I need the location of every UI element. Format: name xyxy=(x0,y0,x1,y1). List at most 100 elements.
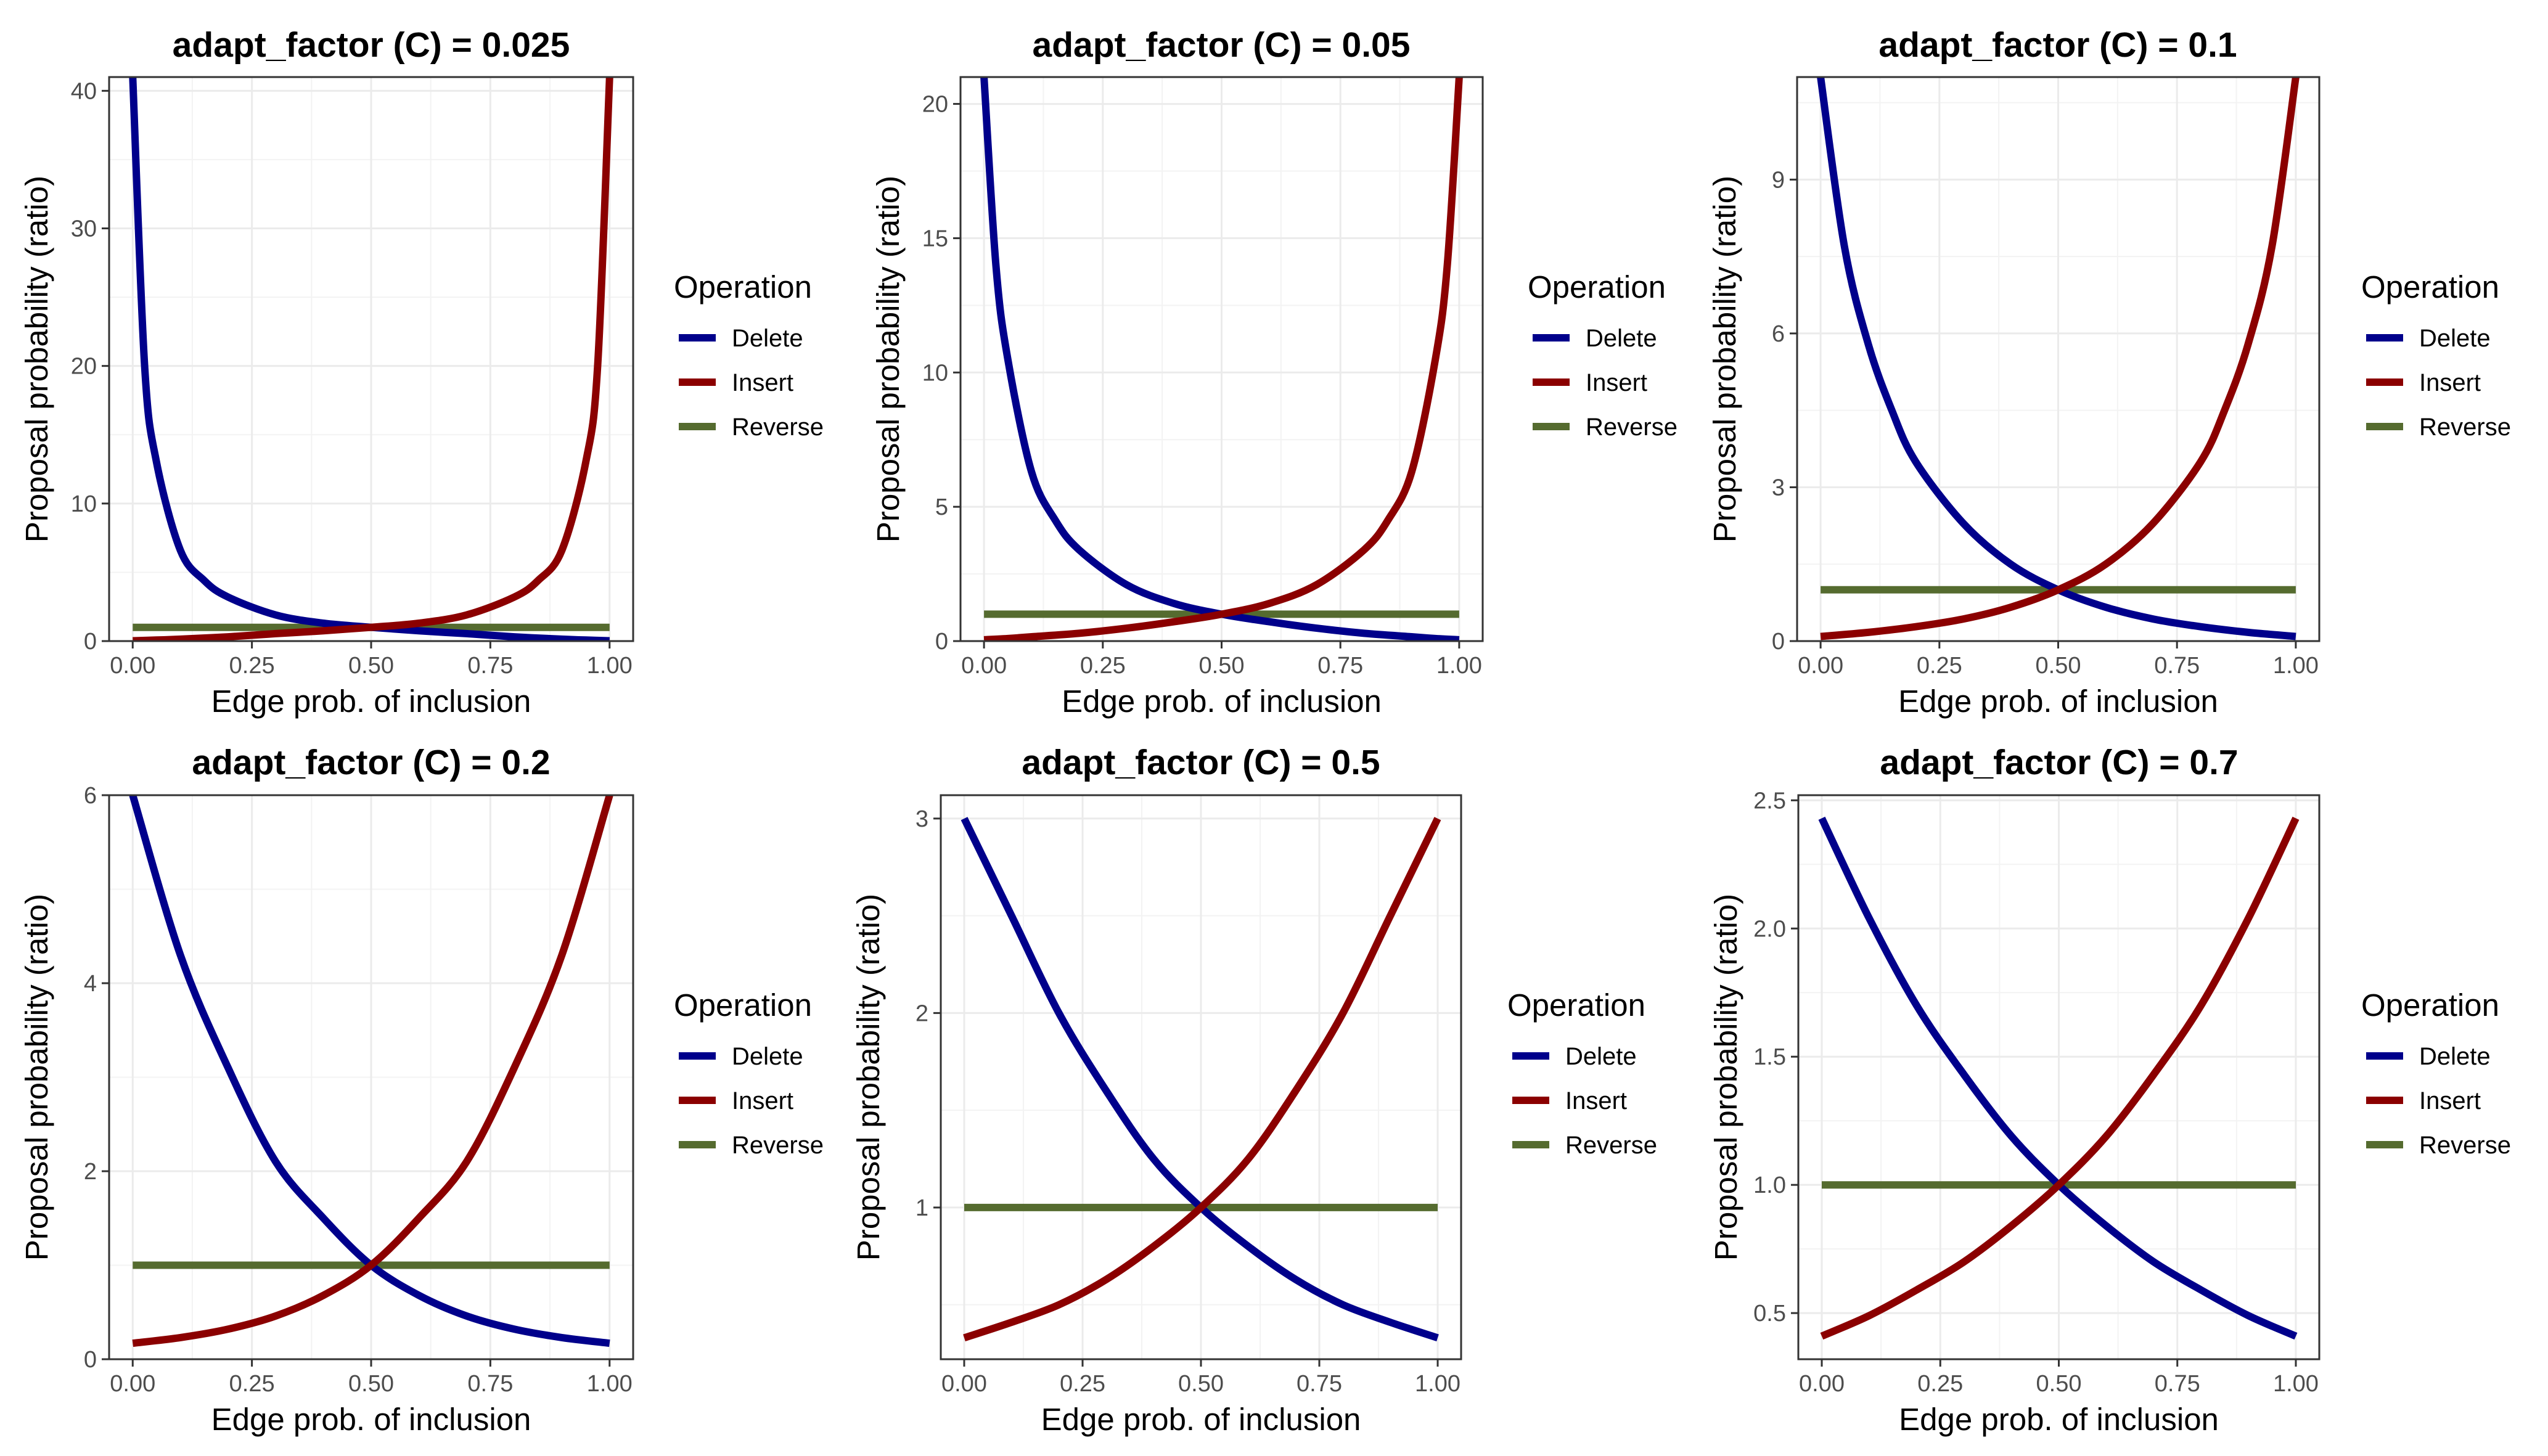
x-tick-label: 0.00 xyxy=(110,1371,155,1397)
series-line-delete xyxy=(129,795,610,1348)
x-tick-label: 1.00 xyxy=(1415,1371,1460,1397)
legend-title: Operation xyxy=(1507,988,1645,1023)
x-tick-label: 0.75 xyxy=(2155,1371,2200,1397)
legend-title: Operation xyxy=(674,988,812,1023)
panel-1: 0.00 0.25 0.50 0.75 1.00 0 10 20 30 40 adapt_facto… xyxy=(19,25,824,719)
x-tick-label: 0.50 xyxy=(1178,1371,1224,1397)
series-line-insert xyxy=(983,77,1463,641)
y-axis-title: Proposal probability (ratio) xyxy=(1708,894,1743,1261)
legend-label-delete: Delete xyxy=(2419,1043,2491,1070)
legend-label-insert: Insert xyxy=(1586,369,1647,396)
legend-label-reverse: Reverse xyxy=(732,414,824,441)
y-tick-label: 1.0 xyxy=(1753,1172,1786,1198)
y-tick-label: 3 xyxy=(1772,475,1785,501)
legend-title: Operation xyxy=(2361,269,2499,305)
chart-title: adapt_factor (C) = 0.05 xyxy=(1033,25,1411,65)
panel-4: 0.00 0.25 0.50 0.75 1.00 0 2 4 6 adapt_factor (C)… xyxy=(19,743,824,1437)
legend: Operation Delete Insert Reverse xyxy=(1507,988,1657,1159)
x-axis-title: Edge prob. of inclusion xyxy=(211,684,531,719)
legend: Operation Delete Insert Reverse xyxy=(2361,988,2511,1159)
legend-label-reverse: Reverse xyxy=(1586,414,1678,441)
series-line-insert xyxy=(132,795,613,1348)
legend: Operation Delete Insert Reverse xyxy=(674,988,824,1159)
y-tick-label: 0 xyxy=(84,1347,97,1373)
x-tick-label: 0.25 xyxy=(1917,653,1962,679)
legend: Operation Delete Insert Reverse xyxy=(674,269,824,441)
series-group xyxy=(129,795,613,1348)
legend: Operation Delete Insert Reverse xyxy=(2361,269,2511,441)
chart-title: adapt_factor (C) = 0.2 xyxy=(192,743,550,782)
chart-title: adapt_factor (C) = 0.7 xyxy=(1880,743,2238,782)
x-tick-label: 1.00 xyxy=(2273,1371,2319,1397)
x-tick-label: 0.50 xyxy=(2036,653,2081,679)
y-tick-label: 40 xyxy=(71,78,97,104)
x-tick-label: 0.50 xyxy=(348,653,394,679)
series-group xyxy=(961,817,1441,1342)
series-line-delete xyxy=(1818,816,2298,1340)
legend-label-insert: Insert xyxy=(1565,1087,1627,1114)
y-axis-title: Proposal probability (ratio) xyxy=(870,176,906,542)
x-tick-label: 0.00 xyxy=(941,1371,987,1397)
legend-label-reverse: Reverse xyxy=(2419,414,2511,441)
panel-6: 0.00 0.25 0.50 0.75 1.00 0.5 1.0 1.5 2.0 2.5 adapt… xyxy=(1708,743,2511,1437)
legend-label-insert: Insert xyxy=(732,369,793,396)
y-tick-label: 20 xyxy=(922,92,948,118)
y-tick-label: 9 xyxy=(1772,167,1785,193)
y-tick-label: 1.5 xyxy=(1753,1044,1786,1070)
legend-label-delete: Delete xyxy=(732,325,803,352)
x-tick-label: 0.00 xyxy=(1798,653,1843,679)
y-tick-label: 6 xyxy=(1772,321,1785,347)
y-tick-label: 1 xyxy=(916,1195,928,1221)
legend-label-reverse: Reverse xyxy=(1565,1132,1657,1159)
x-axis-title: Edge prob. of inclusion xyxy=(1041,1402,1361,1437)
x-tick-label: 1.00 xyxy=(1436,653,1482,679)
x-tick-label: 0.75 xyxy=(1297,1371,1342,1397)
x-tick-label: 0.00 xyxy=(1799,1371,1845,1397)
x-tick-label: 0.75 xyxy=(467,653,513,679)
y-tick-label: 10 xyxy=(922,360,948,386)
chart-title: adapt_factor (C) = 0.1 xyxy=(1878,25,2237,65)
y-tick-label: 0.5 xyxy=(1753,1301,1786,1327)
series-line-delete xyxy=(980,77,1460,641)
legend-label-delete: Delete xyxy=(2419,325,2491,352)
y-axis-title: Proposal probability (ratio) xyxy=(851,894,886,1261)
panel-2: 0.00 0.25 0.50 0.75 1.00 0 5 10 15 20 adapt_factor… xyxy=(870,25,1678,719)
y-axis-title: Proposal probability (ratio) xyxy=(1707,176,1742,542)
series-line-delete xyxy=(961,817,1439,1342)
legend-label-delete: Delete xyxy=(1586,325,1657,352)
series-line-insert xyxy=(133,77,613,641)
y-tick-label: 0 xyxy=(84,629,97,655)
x-tick-label: 0.25 xyxy=(229,653,275,679)
x-tick-label: 0.50 xyxy=(2036,1371,2082,1397)
series-line-delete xyxy=(1817,77,2296,640)
panel-3: 0.00 0.25 0.50 0.75 1.00 0 3 6 9 adapt_factor (C)… xyxy=(1707,25,2511,719)
x-axis-title: Edge prob. of inclusion xyxy=(211,1402,531,1437)
legend-label-delete: Delete xyxy=(1565,1043,1637,1070)
chart-title: adapt_factor (C) = 0.5 xyxy=(1022,743,1380,782)
x-tick-label: 0.75 xyxy=(467,1371,513,1397)
y-tick-label: 6 xyxy=(84,783,97,809)
x-tick-label: 0.00 xyxy=(110,653,155,679)
x-tick-label: 0.50 xyxy=(348,1371,394,1397)
y-tick-label: 3 xyxy=(916,806,928,832)
y-tick-label: 0 xyxy=(1772,629,1785,655)
x-tick-label: 0.00 xyxy=(961,653,1007,679)
legend: Operation Delete Insert Reverse xyxy=(1528,269,1678,441)
x-axis-title: Edge prob. of inclusion xyxy=(1062,684,1382,719)
x-tick-label: 0.25 xyxy=(1917,1371,1963,1397)
x-tick-label: 1.00 xyxy=(587,1371,633,1397)
y-axis-title: Proposal probability (ratio) xyxy=(19,176,54,542)
x-tick-label: 0.75 xyxy=(1317,653,1363,679)
chart-title: adapt_factor (C) = 0.025 xyxy=(173,25,570,65)
y-tick-label: 4 xyxy=(84,971,97,997)
x-tick-label: 1.00 xyxy=(587,653,633,679)
series-group xyxy=(980,77,1463,641)
y-tick-label: 5 xyxy=(935,494,948,520)
legend-title: Operation xyxy=(1528,269,1666,305)
panel-5: 0.00 0.25 0.50 0.75 1.00 1 2 3 adapt_factor (C) … xyxy=(851,743,1657,1437)
legend-label-reverse: Reverse xyxy=(2419,1132,2511,1159)
series-line-insert xyxy=(1820,77,2300,640)
x-tick-label: 1.00 xyxy=(2273,653,2319,679)
y-axis-title: Proposal probability (ratio) xyxy=(19,894,54,1261)
